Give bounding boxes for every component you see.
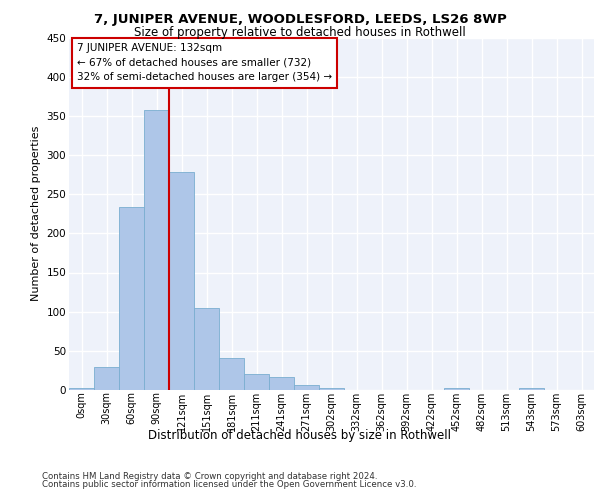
Text: Contains HM Land Registry data © Crown copyright and database right 2024.: Contains HM Land Registry data © Crown c…: [42, 472, 377, 481]
Bar: [444, 388, 469, 390]
Bar: [319, 388, 344, 390]
Bar: [219, 358, 244, 390]
Bar: [94, 366, 119, 390]
Bar: [269, 378, 294, 390]
Bar: [144, 110, 169, 390]
Bar: [194, 308, 219, 390]
Y-axis label: Number of detached properties: Number of detached properties: [31, 126, 41, 302]
Bar: [244, 374, 269, 390]
Bar: [69, 388, 94, 390]
Bar: [294, 386, 319, 390]
Text: 7, JUNIPER AVENUE, WOODLESFORD, LEEDS, LS26 8WP: 7, JUNIPER AVENUE, WOODLESFORD, LEEDS, L…: [94, 12, 506, 26]
Text: 7 JUNIPER AVENUE: 132sqm
← 67% of detached houses are smaller (732)
32% of semi-: 7 JUNIPER AVENUE: 132sqm ← 67% of detach…: [77, 43, 332, 82]
Text: Distribution of detached houses by size in Rothwell: Distribution of detached houses by size …: [149, 430, 452, 442]
Bar: [169, 172, 194, 390]
Text: Size of property relative to detached houses in Rothwell: Size of property relative to detached ho…: [134, 26, 466, 39]
Text: Contains public sector information licensed under the Open Government Licence v3: Contains public sector information licen…: [42, 480, 416, 489]
Bar: [519, 388, 544, 390]
Bar: [119, 208, 144, 390]
